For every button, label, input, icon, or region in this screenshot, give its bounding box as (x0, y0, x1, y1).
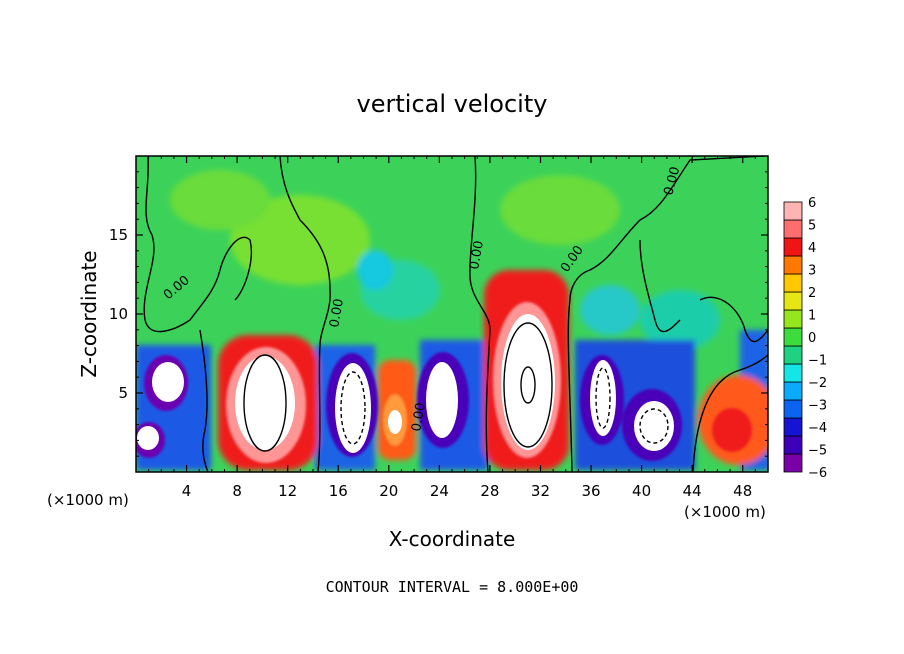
y-tick-label: 10 (109, 305, 128, 323)
contour-interval: CONTOUR INTERVAL = 8.000E+00 (326, 578, 579, 596)
y-tick-label: 15 (109, 226, 128, 244)
x-tick-label: 16 (329, 482, 348, 500)
x-tick-label: 12 (278, 482, 297, 500)
contour-label: 0.00 (661, 165, 683, 197)
contour-label: 0.00 (327, 298, 347, 329)
x-tick-label: 32 (531, 482, 550, 500)
colorbar-tick-label: 4 (808, 241, 816, 256)
colorbar-tick-label: −1 (808, 354, 827, 369)
plot-area (136, 156, 768, 472)
colorbar-swatch (783, 219, 803, 239)
colorbar-tick-label: −5 (808, 444, 827, 459)
y-axis: 5 10 15 (109, 171, 768, 457)
contour-label: 0.00 (409, 402, 429, 433)
colorbar-swatch (783, 363, 803, 383)
x-tick-label: 44 (683, 482, 702, 500)
colorbar-swatch (783, 453, 803, 473)
x-tick-label: 24 (430, 482, 449, 500)
colorbar-tick-label: 5 (808, 219, 816, 234)
colorbar-swatch (783, 273, 803, 293)
colorbar-tick-label: −6 (808, 466, 827, 481)
x-tick-label: 40 (632, 482, 651, 500)
contour-lines (143, 156, 768, 472)
x-tick-label: 4 (182, 482, 192, 500)
colorbar: 6 5 4 3 2 1 0 −1 −2 −3 −4 −5 −6 (783, 196, 827, 481)
x-tick-label: 8 (232, 482, 242, 500)
x-tick-label: 28 (480, 482, 499, 500)
x-axis-left-unit: (×1000 m) (47, 491, 129, 509)
colorbar-swatch (783, 399, 803, 419)
colorbar-swatch (783, 327, 803, 347)
x-tick-label: 48 (733, 482, 752, 500)
colorbar-tick-label: −2 (808, 376, 827, 391)
colorbar-swatch (783, 201, 803, 221)
colorbar-tick-label: −4 (808, 421, 827, 436)
contour-label: 0.00 (467, 240, 487, 271)
colorbar-swatch (783, 255, 803, 275)
x-axis: 4 8 12 16 20 24 28 32 36 40 44 48 (148, 156, 756, 500)
x-axis-right-unit: (×1000 m) (684, 503, 766, 521)
colorbar-swatch (783, 237, 803, 257)
x-axis-label: X-coordinate (389, 527, 516, 551)
x-tick-label: 36 (581, 482, 600, 500)
colorbar-tick-label: 3 (808, 264, 816, 279)
colorbar-swatch (783, 345, 803, 365)
colorbar-tick-label: 2 (808, 286, 816, 301)
colorbar-tick-label: 0 (808, 331, 816, 346)
colorbar-swatch (783, 435, 803, 455)
colorbar-swatch (783, 291, 803, 311)
colorbar-swatch (783, 381, 803, 401)
x-tick-label: 20 (379, 482, 398, 500)
colorbar-tick-label: 6 (808, 196, 816, 211)
chart-title: vertical velocity (357, 90, 548, 118)
colorbar-swatch (783, 309, 803, 329)
colorbar-tick-label: −3 (808, 399, 827, 414)
colorbar-swatch (783, 417, 803, 437)
y-tick-label: 5 (118, 384, 128, 402)
colorbar-tick-label: 1 (808, 309, 816, 324)
y-axis-label: Z-coordinate (77, 250, 101, 377)
